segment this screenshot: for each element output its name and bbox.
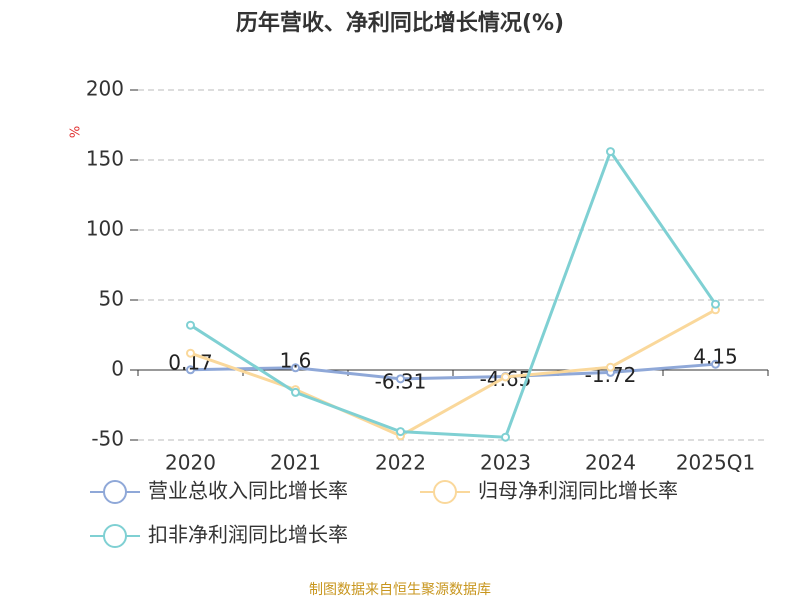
legend-label[interactable]: 归母净利润同比增长率 <box>478 479 678 503</box>
y-tick-label: 200 <box>86 77 124 101</box>
x-tick-label: 2020 <box>165 451 216 475</box>
legend-marker[interactable] <box>433 480 457 504</box>
legend-label[interactable]: 扣非净利润同比增长率 <box>148 523 348 547</box>
y-axis-label: % <box>69 126 84 138</box>
series-line <box>189 148 717 439</box>
point <box>291 363 300 373</box>
legend-marker[interactable] <box>103 480 127 504</box>
point <box>501 372 510 382</box>
y-tick-label: 150 <box>86 147 124 171</box>
x-tick-label: 2025Q1 <box>676 451 755 475</box>
source-note: 制图数据来自恒生聚源数据库 <box>309 582 491 598</box>
series-line <box>190 308 717 438</box>
x-tick-label: 2021 <box>270 451 321 475</box>
point <box>711 299 720 309</box>
data-label: 1.6 <box>280 348 312 372</box>
point <box>186 365 195 375</box>
point <box>501 432 510 442</box>
y-tick-label: 50 <box>99 287 124 311</box>
series-line <box>190 362 716 381</box>
point <box>186 320 195 330</box>
x-tick-label: 2022 <box>375 451 426 475</box>
y-tick-label: -50 <box>91 427 124 451</box>
chart-title: 历年营收、净利同比增长情况(%) <box>236 10 564 36</box>
point <box>186 348 195 358</box>
point <box>291 387 300 397</box>
x-tick-label: 2023 <box>480 451 531 475</box>
data-label: 4.15 <box>693 345 738 369</box>
point <box>711 359 720 369</box>
legend-label[interactable]: 营业总收入同比增长率 <box>148 479 348 503</box>
data-label: -6.31 <box>375 369 427 393</box>
point <box>606 362 615 372</box>
y-tick-label: 100 <box>86 217 124 241</box>
x-tick-label: 2024 <box>585 451 636 475</box>
point <box>396 374 405 384</box>
y-tick-label: 0 <box>111 357 124 381</box>
legend-marker[interactable] <box>103 524 127 548</box>
point <box>606 147 615 157</box>
point <box>396 427 405 437</box>
